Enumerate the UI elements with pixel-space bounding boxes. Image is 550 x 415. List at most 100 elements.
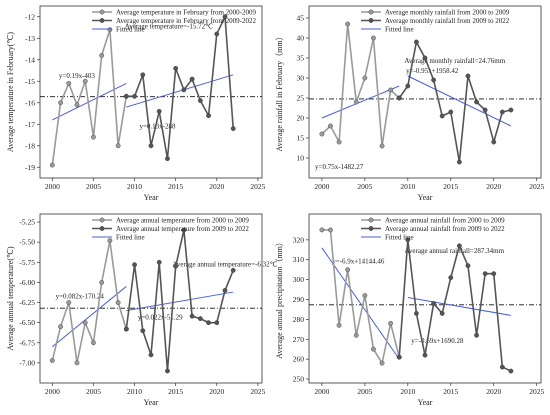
data-point: [396, 354, 402, 360]
y-tick-label: -6.75: [19, 338, 35, 347]
y-tick-label: 270: [293, 335, 305, 344]
data-point: [414, 311, 419, 316]
y-tick-label: -7.00: [19, 358, 35, 367]
legend-marker: [368, 226, 374, 231]
data-point: [336, 139, 342, 145]
data-point: [206, 113, 211, 119]
y-tick-label: 35: [297, 54, 305, 63]
fit-equation: y=-0.95x+1958.42: [406, 67, 459, 75]
data-point: [222, 14, 228, 20]
x-tick-label: 2025: [250, 387, 265, 396]
x-tick-label: 2000: [45, 182, 60, 191]
x-tick-label: 2015: [443, 387, 458, 396]
legend-label: Fitted line: [116, 233, 145, 241]
data-point: [181, 227, 187, 233]
data-point: [345, 267, 351, 273]
x-tick-label: 2000: [45, 387, 60, 396]
data-point: [173, 65, 179, 71]
legend: Average temperature in February from 200…: [92, 8, 257, 33]
y-tick-label: -12: [25, 12, 35, 21]
data-point: [58, 324, 63, 330]
data-point: [353, 332, 359, 338]
data-point: [132, 262, 137, 268]
data-point: [465, 73, 471, 79]
data-point: [197, 98, 203, 104]
data-point: [465, 263, 471, 269]
y-axis-label: Average temperature in February(℃): [6, 32, 15, 152]
y-tick-label: 290: [293, 295, 305, 304]
data-point: [74, 102, 80, 108]
data-point: [197, 316, 203, 322]
data-point: [148, 143, 154, 149]
x-tick-label: 2020: [209, 387, 224, 396]
data-point: [91, 340, 96, 346]
y-tick-label: -15: [25, 77, 35, 86]
legend-marker: [99, 226, 105, 231]
data-point: [49, 162, 55, 168]
data-point: [448, 275, 454, 281]
y-tick-label: 15: [297, 134, 305, 143]
data-point: [456, 243, 462, 249]
data-point: [353, 99, 359, 105]
data-point: [431, 77, 436, 83]
series-line: [51, 29, 128, 166]
panel: -19 -18 -17 -16 -15 -14 -13 -12 2000 2005 2010 2015…: [6, 5, 266, 202]
data-point: [345, 21, 351, 27]
data-point: [439, 113, 445, 119]
x-tick-label: 2005: [357, 387, 372, 396]
data-point: [181, 87, 187, 93]
y-tick-label: -19: [25, 163, 35, 172]
legend-label: Fitted line: [385, 25, 414, 33]
y-tick-label: -18: [25, 141, 35, 150]
fit-equation: y=0.19x-403: [59, 72, 96, 80]
y-tick-label: 320: [293, 235, 305, 244]
y-tick-label: 10: [297, 154, 305, 163]
data-point: [132, 93, 137, 99]
x-tick-label: 2010: [400, 387, 415, 396]
legend-marker: [368, 18, 374, 23]
data-point: [491, 139, 497, 145]
data-point: [148, 352, 154, 358]
y-tick-label: -14: [25, 55, 35, 64]
legend-label: Average temperature in February from 200…: [116, 17, 257, 25]
x-tick-label: 2020: [486, 387, 501, 396]
fit-equation: y=0.022x-51.29: [138, 313, 183, 321]
x-tick-label: 2005: [86, 182, 101, 191]
data-point: [49, 358, 55, 363]
fit-equation: y=-6.9x+14144.46: [332, 258, 385, 266]
x-tick-label: 2010: [127, 387, 142, 396]
y-tick-label: -6.50: [19, 318, 35, 327]
data-point: [328, 123, 333, 129]
x-tick-label: 2010: [400, 182, 415, 191]
data-point: [499, 109, 505, 115]
y-tick-label: 45: [297, 14, 305, 23]
data-point: [388, 87, 394, 93]
legend-marker: [99, 18, 105, 23]
fitted-line: [407, 297, 512, 316]
average-label: Average annual temperature=-6.32℃: [172, 260, 277, 268]
data-point: [439, 311, 445, 316]
y-tick-label: 250: [293, 375, 305, 384]
data-point: [140, 328, 146, 334]
y-tick-label: -6.25: [19, 298, 35, 307]
panel: 250 260 270 280 290 300 310 320 2000 2005 2010 2015…: [275, 213, 544, 407]
x-tick-label: 2020: [209, 182, 224, 191]
x-tick-label: 2015: [443, 182, 458, 191]
data-point: [206, 320, 211, 326]
y-tick-label: 310: [293, 255, 305, 264]
x-tick-label: 2005: [86, 387, 101, 396]
data-point: [107, 238, 113, 243]
fit-equation: y=-0.69x+1690.28: [411, 337, 464, 345]
data-point: [482, 107, 488, 113]
y-tick-label: 20: [297, 114, 305, 123]
y-tick-label: 300: [293, 275, 305, 284]
x-tick-label: 2005: [357, 182, 372, 191]
x-tick-label: 2015: [168, 387, 183, 396]
x-tick-label: 2015: [168, 182, 183, 191]
series-line: [125, 229, 234, 371]
data-point: [379, 143, 385, 149]
y-tick-label: -5.25: [19, 218, 35, 227]
data-point: [165, 156, 170, 162]
